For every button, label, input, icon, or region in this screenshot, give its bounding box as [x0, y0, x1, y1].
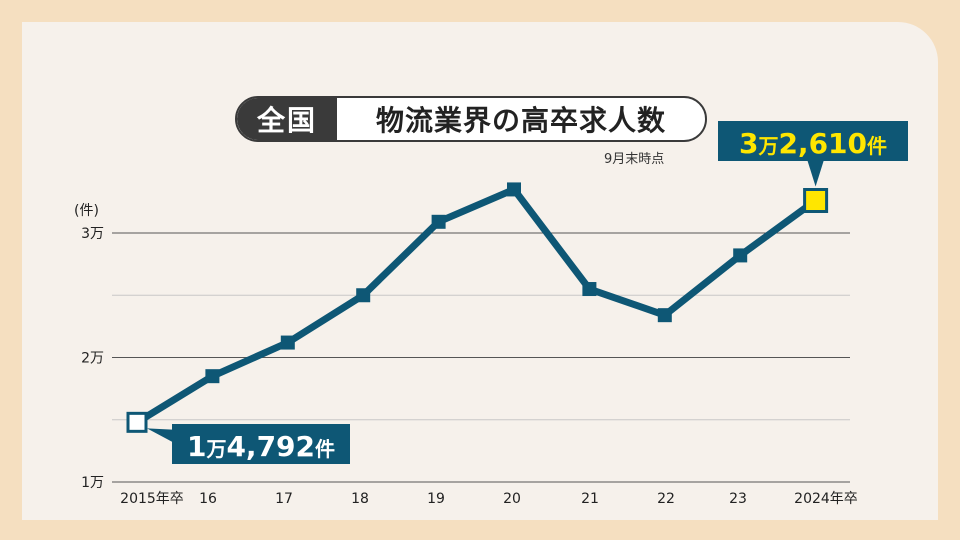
data-point: [733, 248, 748, 263]
chart-title-box: 全国 物流業界の高卒求人数: [235, 96, 707, 142]
callout-first-text: 1万4,792件: [187, 430, 335, 463]
grid-lines: [112, 232, 850, 483]
y-axis-label: (件): [74, 203, 99, 219]
y-tick-label: 3万: [81, 226, 104, 242]
x-tick-label: 21: [581, 491, 599, 507]
x-tick-label: 23: [729, 491, 747, 507]
region-tag: 全国: [237, 98, 337, 140]
y-tick-label: 2万: [81, 351, 104, 367]
data-point: [205, 369, 220, 384]
chart-title: 物流業界の高卒求人数: [375, 104, 666, 137]
series-line: [135, 185, 818, 426]
callout-first: 1万4,792件: [147, 424, 350, 464]
callout-last-text: 3万2,610件: [739, 127, 887, 160]
x-tick-labels: 2015年卒 16 17 18 19 20 21 22 23 2024年卒: [120, 491, 858, 507]
y-tick-labels: 1万 2万 3万: [81, 226, 104, 491]
callouts: 1万4,792件 3万2,610件: [147, 121, 908, 464]
data-points: [126, 182, 829, 433]
x-tick-label: 18: [351, 491, 369, 507]
x-tick-label: 22: [657, 491, 675, 507]
data-point: [356, 288, 371, 303]
y-tick-label: 1万: [81, 475, 104, 491]
data-point: [507, 182, 521, 197]
callout-last: 3万2,610件: [718, 121, 908, 187]
data-point-end: [803, 188, 829, 214]
data-point: [280, 335, 295, 350]
x-tick-label: 19: [427, 491, 445, 507]
data-point-start: [126, 411, 148, 433]
x-tick-label: 16: [199, 491, 217, 507]
x-tick-label: 17: [275, 491, 293, 507]
data-point: [657, 308, 672, 323]
date-note: 9月末時点: [604, 152, 665, 167]
data-point: [582, 282, 597, 297]
x-tick-label: 2024年卒: [794, 491, 858, 507]
x-tick-label: 2015年卒: [120, 491, 184, 507]
x-tick-label: 20: [503, 491, 521, 507]
data-point: [431, 214, 446, 229]
